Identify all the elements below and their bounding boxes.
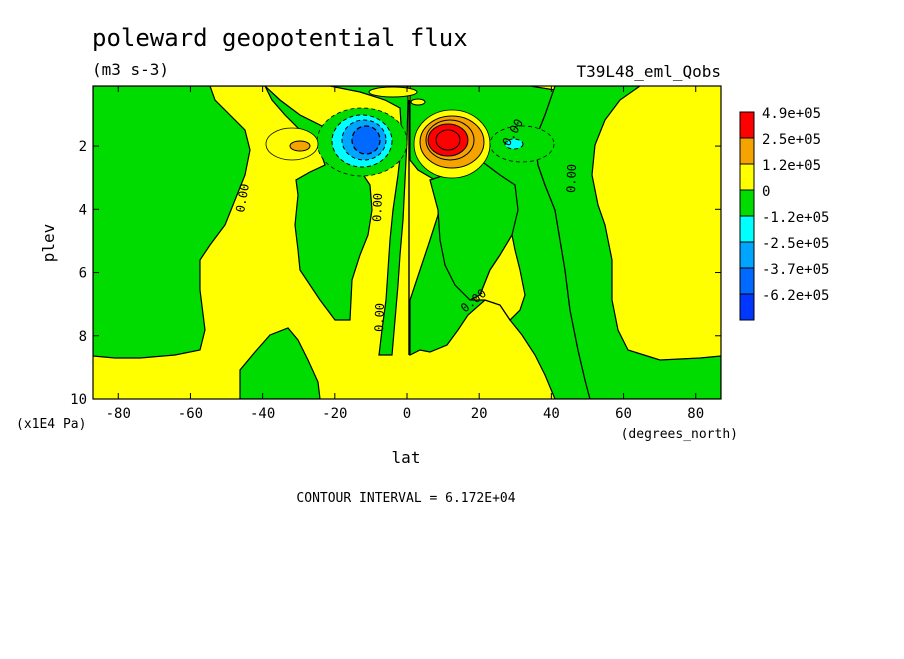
- x-axis-units: (degrees_north): [621, 427, 738, 442]
- x-tick-label: -40: [250, 406, 275, 422]
- colorbar-swatch: [739, 111, 755, 139]
- fill-positive-top-spot: [368, 86, 418, 98]
- fill-positive-lobe-peak: [435, 129, 461, 151]
- colorbar-label: -3.7e+05: [762, 262, 829, 278]
- y-tick-label: 10: [70, 392, 87, 408]
- y-tick-label: 8: [79, 329, 87, 345]
- colorbar-label: 4.9e+05: [762, 106, 821, 122]
- x-tick-label: 20: [471, 406, 488, 422]
- plot-area: [93, 86, 721, 399]
- x-axis: -80 -60 -40 -20 0 20 40 60 80: [106, 86, 704, 422]
- experiment-label: T39L48_eml_Qobs: [577, 62, 722, 81]
- fill-positive-right-pocket: [469, 233, 526, 321]
- y-axis-label: plev: [39, 224, 58, 263]
- colorbar-swatch: [739, 293, 755, 321]
- x-tick-label: 0: [403, 406, 411, 422]
- x-tick-label: 40: [543, 406, 560, 422]
- fill-negative-small-north-core: [504, 138, 524, 150]
- colorbar-swatch: [739, 163, 755, 191]
- colorbar-swatch: [739, 189, 755, 217]
- colorbar-label: -6.2e+05: [762, 288, 829, 304]
- colorbar-label: 1.2e+05: [762, 158, 821, 174]
- x-tick-label: -20: [322, 406, 347, 422]
- fill-positive-top-spot-2: [410, 98, 426, 106]
- colorbar-label: -2.5e+05: [762, 236, 829, 252]
- colorbar-label: -1.2e+05: [762, 210, 829, 226]
- x-tick-label: 80: [687, 406, 704, 422]
- colorbar-label: 0: [762, 184, 770, 200]
- x-tick-label: -80: [106, 406, 131, 422]
- x-tick-label: 60: [615, 406, 632, 422]
- y-tick-label: 2: [79, 139, 87, 155]
- fill-negative-right-outer: [534, 86, 721, 399]
- x-axis-label: lat: [392, 448, 421, 467]
- colorbar-swatch: [739, 215, 755, 243]
- contour-label: 0.00: [370, 193, 385, 222]
- y-tick-label: 4: [79, 202, 87, 218]
- y-axis-units: (x1E4 Pa): [16, 417, 86, 432]
- chart-subtitle: (m3 s-3): [92, 60, 169, 79]
- contour-label: 0.00: [233, 183, 252, 214]
- fill-negative-lobe-core: [351, 125, 381, 155]
- colorbar-label: 2.5e+05: [762, 132, 821, 148]
- contour-label: 0.00: [564, 164, 579, 193]
- fill-negative-left-band: [93, 86, 265, 359]
- contour-interval-text: CONTOUR INTERVAL = 6.172E+04: [296, 491, 515, 506]
- contour-label: 0.00: [372, 303, 387, 332]
- y-axis: 2 4 6 8 10: [70, 139, 721, 408]
- colorbar-swatch: [739, 137, 755, 165]
- fill-negative-left-bottom: [239, 327, 321, 399]
- colorbar-swatch: [739, 267, 755, 295]
- colorbar-swatch: [739, 241, 755, 269]
- chart-title: poleward geopotential flux: [92, 24, 468, 52]
- fill-positive-small-south-core: [289, 140, 311, 152]
- fill-negative-left-main: [280, 86, 409, 356]
- colorbar: 4.9e+05 2.5e+05 1.2e+05 0 -1.2e+05 -2.5e+05 -3…: [739, 106, 829, 321]
- x-tick-label: -60: [178, 406, 203, 422]
- y-tick-label: 6: [79, 266, 87, 282]
- fill-positive-lobe-core: [427, 123, 469, 157]
